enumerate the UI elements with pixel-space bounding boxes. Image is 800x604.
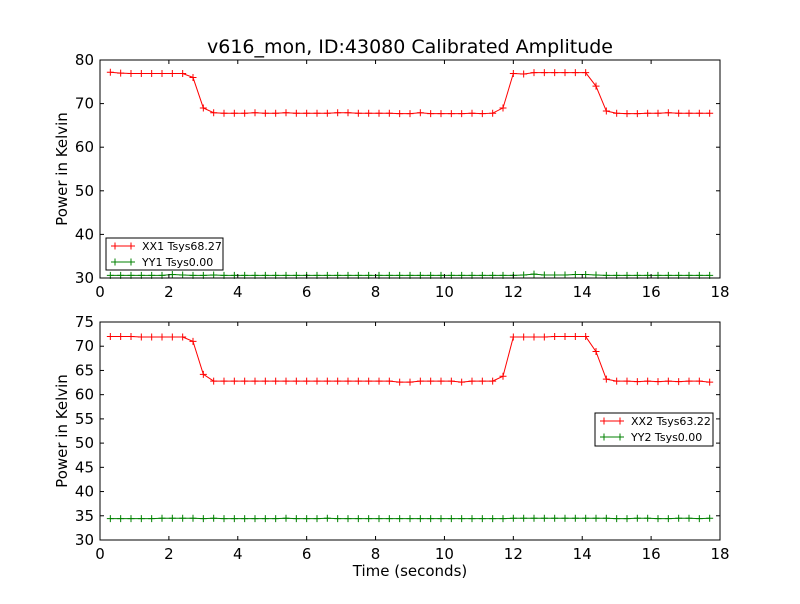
panel-1-xtick-label: 14 [573, 283, 592, 301]
panel-1-ytick-label: 40 [75, 225, 94, 243]
panel-2-legend-label-1: XX2 Tsys63.22 [631, 415, 711, 428]
panel-2-ytick-label: 40 [75, 483, 94, 501]
panel-1-xtick-label: 18 [710, 283, 729, 301]
panel-2-xtick-label: 2 [164, 545, 174, 563]
panel-1-ytick-label: 30 [75, 269, 94, 287]
panel-2-xtick-label: 16 [642, 545, 661, 563]
panel-1-legend-label-1: XX1 Tsys68.27 [142, 240, 222, 253]
panel-2-ytick-label: 75 [75, 313, 94, 331]
panel-2-ytick-label: 45 [75, 458, 94, 476]
panel-2-ytick-label: 35 [75, 507, 94, 525]
panel-2-xtick-label: 8 [371, 545, 381, 563]
panel-2-ytick-label: 55 [75, 410, 94, 428]
panel-1-title: v616_mon, ID:43080 Calibrated Amplitude [207, 36, 613, 58]
panel-2-legend-label-2: YY2 Tsys0.00 [630, 431, 702, 444]
panel-2-ytick-label: 30 [75, 531, 94, 549]
panel-2-ytick-label: 70 [75, 337, 94, 355]
panel-2-xtick-label: 0 [95, 545, 105, 563]
panel-2-xtick-label: 18 [710, 545, 729, 563]
panel-2-xtick-label: 4 [233, 545, 243, 563]
panel-2-ytick-label: 60 [75, 386, 94, 404]
panel-2-ytick-label: 50 [75, 434, 94, 452]
panel-1-ylabel: Power in Kelvin [53, 112, 71, 226]
panel-2-ytick-label: 65 [75, 361, 94, 379]
panel-2-xtick-label: 6 [302, 545, 312, 563]
panel-1-xtick-label: 10 [435, 283, 454, 301]
panel-2-xtick-label: 10 [435, 545, 454, 563]
panel-2-ylabel: Power in Kelvin [53, 374, 71, 488]
panel-2-xtick-label: 14 [573, 545, 592, 563]
panel-1-xtick-label: 8 [371, 283, 381, 301]
panel-1-xtick-label: 0 [95, 283, 105, 301]
panel-1-ytick-label: 50 [75, 182, 94, 200]
panel-1-ytick-label: 80 [75, 51, 94, 69]
panel-1-xtick-label: 4 [233, 283, 243, 301]
panel-1-ytick-label: 70 [75, 95, 94, 113]
panel-2-xlabel: Time (seconds) [352, 562, 468, 580]
panel-1-xtick-label: 12 [504, 283, 523, 301]
panel-1-xtick-label: 2 [164, 283, 174, 301]
panel-1-xtick-label: 6 [302, 283, 312, 301]
panel-2-xtick-label: 12 [504, 545, 523, 563]
panel-1-ytick-label: 60 [75, 138, 94, 156]
panel-1-legend-label-2: YY1 Tsys0.00 [141, 256, 213, 269]
panel-1-xtick-label: 16 [642, 283, 661, 301]
